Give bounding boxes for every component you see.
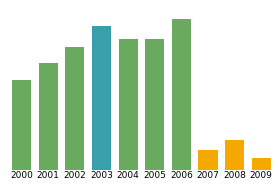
- Bar: [12, 80, 31, 170]
- Bar: [225, 140, 244, 170]
- Bar: [252, 158, 271, 170]
- Bar: [172, 19, 191, 170]
- Bar: [92, 26, 111, 170]
- Bar: [65, 47, 84, 170]
- Bar: [118, 39, 138, 170]
- Bar: [145, 39, 164, 170]
- Bar: [199, 150, 218, 170]
- Bar: [39, 63, 58, 170]
